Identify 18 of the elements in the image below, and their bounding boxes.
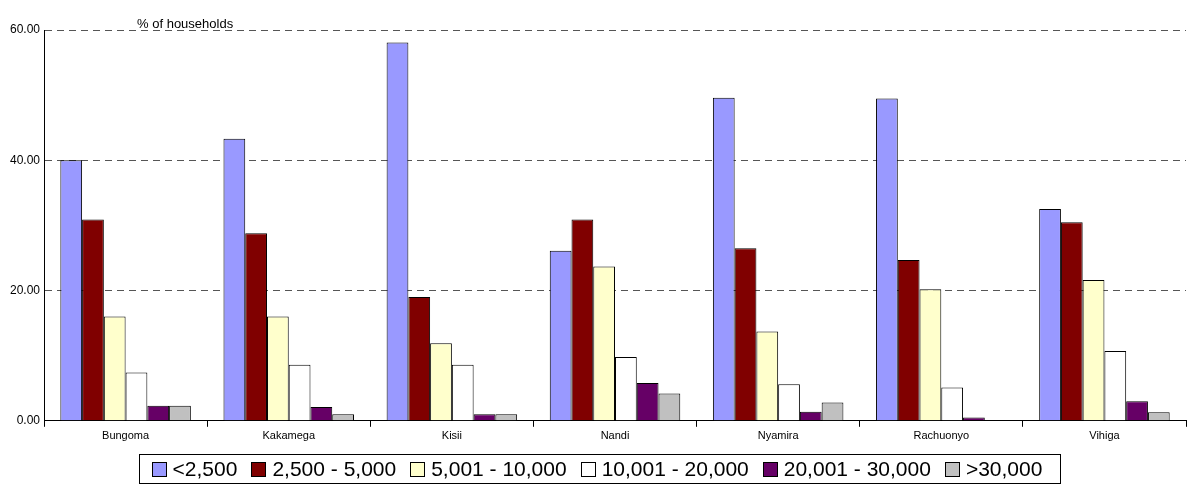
x-tick-label: Rachuonyo [913,429,970,442]
y-axis-title: % of households [137,16,234,32]
x-tick-label: Kakamega [262,429,316,442]
series-label: 10,001 - 20,000 [601,457,749,481]
x-tick-label: Kisii [441,429,462,442]
y-tick-label: 40.00 [10,152,41,167]
x-tick-label: Bungoma [102,429,151,442]
legend-label: 5,001 - 10,000 [431,457,567,481]
x-tick-label: Nyamira [757,429,800,442]
legend-label: >30,000 [965,457,1043,481]
y-tick-label: 0.00 [16,413,41,428]
legend-label: 2,500 - 5,000 [272,457,397,481]
legend-label: 20,001 - 30,000 [783,457,931,481]
y-tick-label: 60.00 [10,22,41,37]
legend-label: <2,500 [172,457,238,481]
y-tick-label: 20.00 [10,282,41,297]
x-tick-label: Vihiga [1089,429,1121,442]
x-tick-label: Nandi [600,429,630,442]
